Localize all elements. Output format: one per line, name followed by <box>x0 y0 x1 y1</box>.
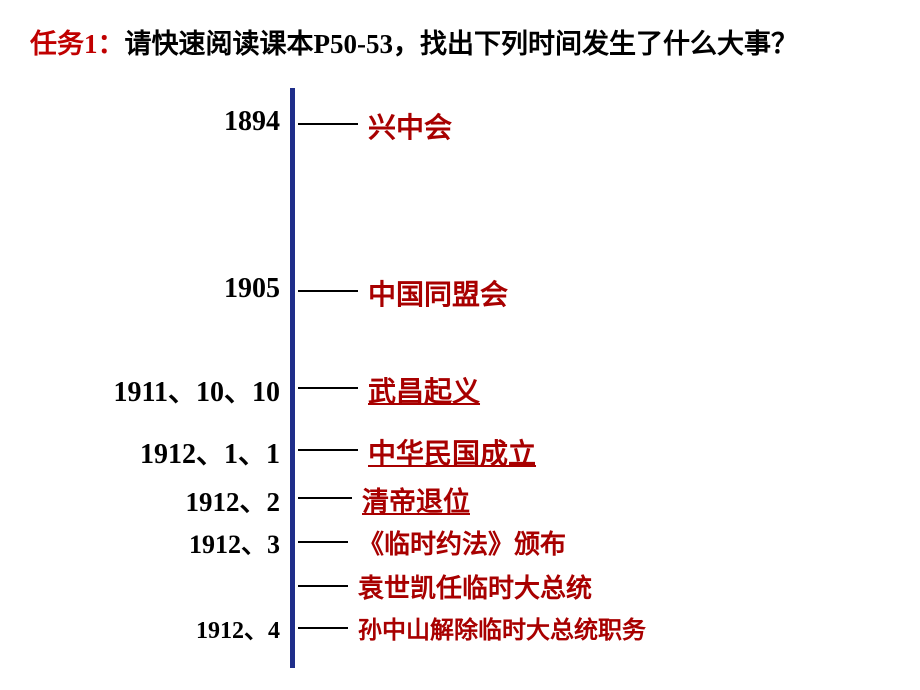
timeline-event: 武昌起义 <box>368 370 480 410</box>
timeline-tick <box>298 123 358 125</box>
timeline-entry: 1912、1、1中华民国成立 <box>0 432 920 468</box>
timeline-tick <box>298 497 352 499</box>
timeline-tick <box>298 541 348 543</box>
timeline-year: 1905 <box>224 273 280 305</box>
task-label: 任务1： <box>30 29 125 59</box>
timeline-entry: 1912、4 孙中山解除临时大总统职务 <box>0 610 920 646</box>
task-text: 请快速阅读课本P50-53，找出下列时间发生了什么大事？ <box>125 29 798 59</box>
timeline-event: 中华民国成立 <box>368 432 536 472</box>
task-header: 任务1：请快速阅读课本P50-53，找出下列时间发生了什么大事？ <box>30 22 798 61</box>
timeline-year: 1912、3 <box>189 524 280 561</box>
timeline-event: 袁世凯任临时大总统 <box>358 568 592 605</box>
timeline-entry: 1912、2 清帝退位 <box>0 480 920 516</box>
timeline-tick <box>298 387 358 389</box>
timeline-event: 兴中会 <box>368 106 452 146</box>
timeline-event: 《临时约法》颁布 <box>358 524 566 561</box>
timeline-tick <box>298 290 358 292</box>
timeline-year: 1894 <box>224 106 280 138</box>
timeline-year: 1912、4 <box>196 610 280 645</box>
timeline-tick <box>298 449 358 451</box>
timeline-entry: 1912、3 《临时约法》颁布 <box>0 524 920 560</box>
timeline-year: 1912、1、1 <box>140 432 280 472</box>
timeline-event: 中国同盟会 <box>368 273 508 313</box>
timeline-entry: 袁世凯任临时大总统 <box>0 568 920 604</box>
timeline-entry: 1905中国同盟会 <box>0 273 920 309</box>
timeline-event: 孙中山解除临时大总统职务 <box>358 610 646 645</box>
timeline-year: 1911、10、10 <box>114 370 280 410</box>
timeline-entry: 1911、10、10武昌起义 <box>0 370 920 406</box>
timeline-year: 1912、2 <box>186 480 281 519</box>
timeline-tick <box>298 627 348 629</box>
timeline-event: 清帝退位 <box>362 480 470 519</box>
timeline-tick <box>298 585 348 587</box>
timeline-entry: 1894兴中会 <box>0 106 920 142</box>
